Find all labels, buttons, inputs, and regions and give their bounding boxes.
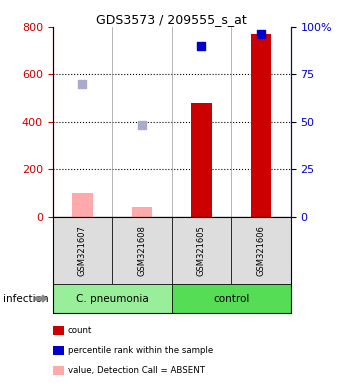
Point	[139, 122, 145, 129]
Title: GDS3573 / 209555_s_at: GDS3573 / 209555_s_at	[96, 13, 247, 26]
Text: C. pneumonia: C. pneumonia	[76, 293, 149, 304]
Text: control: control	[213, 293, 249, 304]
Bar	[132, 207, 152, 217]
Text: GSM321606: GSM321606	[256, 225, 266, 276]
Bar	[251, 34, 271, 217]
Text: infection: infection	[3, 293, 49, 304]
Text: GSM321607: GSM321607	[78, 225, 87, 276]
Bar	[191, 103, 212, 217]
Text: count: count	[68, 326, 92, 335]
Text: value, Detection Call = ABSENT: value, Detection Call = ABSENT	[68, 366, 205, 375]
Point	[199, 43, 204, 49]
Point	[80, 81, 85, 87]
Text: GSM321605: GSM321605	[197, 225, 206, 276]
Bar	[72, 193, 93, 217]
Text: percentile rank within the sample: percentile rank within the sample	[68, 346, 213, 355]
Point	[258, 31, 264, 37]
Text: GSM321608: GSM321608	[137, 225, 147, 276]
